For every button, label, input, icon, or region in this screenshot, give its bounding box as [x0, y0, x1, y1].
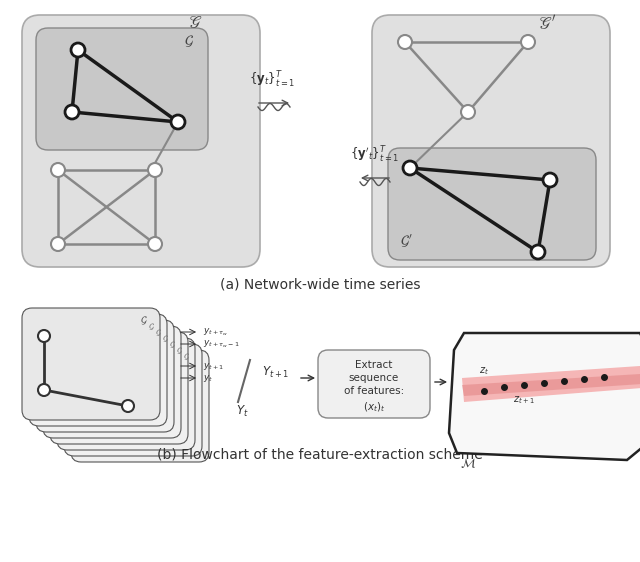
Circle shape: [531, 245, 545, 259]
FancyBboxPatch shape: [22, 308, 160, 420]
Text: $\mathcal{G}$: $\mathcal{G}$: [176, 345, 183, 356]
FancyBboxPatch shape: [64, 344, 202, 456]
Text: $Y_t$: $Y_t$: [236, 404, 248, 419]
Circle shape: [403, 161, 417, 175]
Text: $\mathcal{G}$: $\mathcal{G}$: [169, 339, 176, 350]
Polygon shape: [462, 374, 640, 396]
Text: $\mathcal{G}$: $\mathcal{G}$: [140, 315, 148, 327]
Circle shape: [38, 330, 50, 342]
FancyBboxPatch shape: [22, 15, 260, 267]
Text: $\mathcal{G}$: $\mathcal{G}$: [162, 333, 169, 344]
Text: (b) Flowchart of the feature-extraction scheme: (b) Flowchart of the feature-extraction …: [157, 448, 483, 462]
Text: $\mathcal{G}'$: $\mathcal{G}'$: [400, 233, 413, 250]
Circle shape: [122, 400, 134, 412]
Text: $\{\mathbf{y}'_t\}_{t=1}^T$: $\{\mathbf{y}'_t\}_{t=1}^T$: [349, 145, 399, 165]
FancyBboxPatch shape: [36, 320, 174, 432]
FancyBboxPatch shape: [71, 350, 209, 462]
Polygon shape: [449, 333, 640, 460]
Circle shape: [71, 43, 85, 57]
Circle shape: [461, 105, 475, 119]
Polygon shape: [462, 366, 640, 402]
Text: $y_{t+\tau_w-1}$: $y_{t+\tau_w-1}$: [203, 338, 239, 350]
FancyBboxPatch shape: [318, 350, 430, 418]
Text: $Y_{t+1}$: $Y_{t+1}$: [262, 364, 289, 379]
Text: $z_{t+1}$: $z_{t+1}$: [513, 394, 535, 406]
Circle shape: [398, 35, 412, 49]
Circle shape: [38, 384, 50, 396]
FancyBboxPatch shape: [57, 338, 195, 450]
Circle shape: [51, 237, 65, 251]
Circle shape: [148, 163, 162, 177]
Circle shape: [65, 105, 79, 119]
FancyBboxPatch shape: [43, 326, 181, 438]
Text: $y_{t+1}$: $y_{t+1}$: [203, 360, 224, 371]
FancyBboxPatch shape: [388, 148, 596, 260]
Circle shape: [521, 35, 535, 49]
Text: $\mathcal{G}$: $\mathcal{G}$: [184, 33, 194, 49]
Text: $\mathcal{M}$: $\mathcal{M}$: [460, 456, 476, 470]
Text: $\mathcal{G}$: $\mathcal{G}$: [183, 351, 190, 362]
Text: $\{\mathbf{y}_t\}_{t=1}^T$: $\{\mathbf{y}_t\}_{t=1}^T$: [249, 70, 295, 90]
Circle shape: [51, 163, 65, 177]
FancyBboxPatch shape: [50, 332, 188, 444]
Text: $y_{t+\tau_w}$: $y_{t+\tau_w}$: [203, 326, 228, 338]
Text: $z_t$: $z_t$: [479, 365, 489, 377]
FancyBboxPatch shape: [372, 15, 610, 267]
Text: $y_t$: $y_t$: [203, 373, 213, 383]
Text: $\mathscr{G}$: $\mathscr{G}$: [188, 14, 202, 32]
FancyBboxPatch shape: [29, 314, 167, 426]
Text: $\mathcal{G}$: $\mathcal{G}$: [148, 321, 155, 332]
Text: Extract
sequence
of features:
$(x_t)_t$: Extract sequence of features: $(x_t)_t$: [344, 360, 404, 414]
Text: (a) Network-wide time series: (a) Network-wide time series: [220, 278, 420, 292]
Circle shape: [543, 173, 557, 187]
Circle shape: [148, 237, 162, 251]
Circle shape: [171, 115, 185, 129]
Text: $\mathcal{G}$: $\mathcal{G}$: [155, 327, 162, 338]
Text: $\mathscr{G}'$: $\mathscr{G}'$: [538, 14, 557, 33]
FancyBboxPatch shape: [36, 28, 208, 150]
